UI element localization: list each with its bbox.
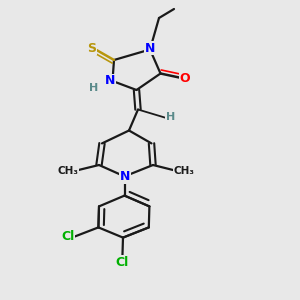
Text: S: S xyxy=(87,41,96,55)
Text: CH₃: CH₃ xyxy=(57,166,78,176)
Text: Cl: Cl xyxy=(116,256,129,269)
Text: N: N xyxy=(120,170,130,183)
Text: N: N xyxy=(145,41,155,55)
Text: H: H xyxy=(166,112,175,122)
Text: H: H xyxy=(89,82,98,93)
Text: O: O xyxy=(180,71,190,85)
Text: Cl: Cl xyxy=(61,230,74,244)
Text: N: N xyxy=(105,74,115,88)
Text: CH₃: CH₃ xyxy=(173,166,194,176)
